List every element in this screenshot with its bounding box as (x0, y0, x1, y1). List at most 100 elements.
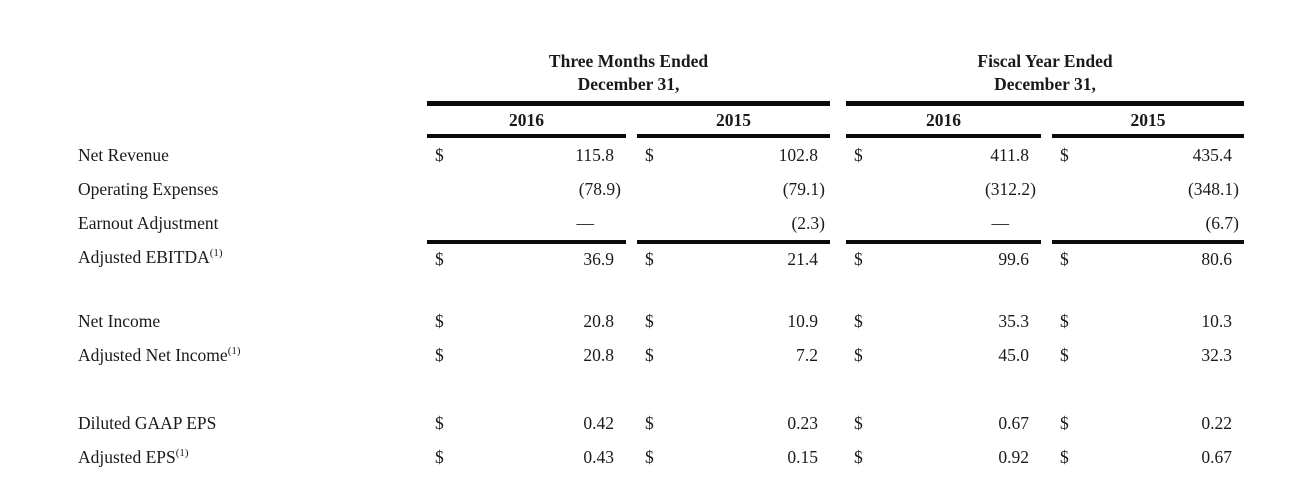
year-header-2016: 2016 (427, 106, 626, 138)
row-label: Adjusted Net Income(1) (78, 345, 427, 366)
footnote-marker: (1) (209, 246, 223, 259)
currency-symbol: $ (435, 412, 444, 433)
cell-value: 115.8 (575, 144, 614, 165)
cell-value: 0.42 (583, 412, 614, 433)
cell-value: 21.4 (787, 248, 818, 269)
value-cell: $435.4 (1052, 138, 1244, 172)
section-gap (78, 372, 1244, 406)
cell-value: 435.4 (1192, 144, 1232, 165)
value-cell: $36.9 (427, 240, 626, 274)
value-cell: $0.67 (1052, 440, 1244, 474)
currency-symbol: $ (435, 144, 444, 165)
currency-symbol: $ (645, 144, 654, 165)
cell-value: 0.67 (1201, 446, 1232, 467)
row-label-text: Operating Expenses (78, 178, 219, 199)
group-header-rule (427, 101, 830, 106)
footnote-marker: (1) (175, 446, 189, 459)
cell-value: 36.9 (583, 248, 614, 269)
cell-value: 7.2 (796, 344, 818, 365)
currency-symbol: $ (435, 248, 444, 269)
value-cell: (312.2) (846, 172, 1041, 206)
value-cell: $45.0 (846, 338, 1041, 372)
currency-symbol: $ (645, 310, 654, 331)
cell-value: 0.67 (998, 412, 1029, 433)
row-label-text: Adjusted EBITDA (78, 246, 210, 267)
cell-value: 0.15 (787, 446, 818, 467)
currency-symbol: $ (1060, 248, 1069, 269)
footnote-marker: (1) (227, 344, 241, 357)
currency-symbol: $ (854, 344, 863, 365)
value-cell: — (846, 206, 1041, 240)
column-group-three-months: Three Months Ended December 31, 2016 201… (427, 50, 830, 138)
cell-value: 20.8 (583, 310, 614, 331)
value-cell: — (427, 206, 626, 240)
row-label-text: Adjusted Net Income (78, 344, 228, 365)
currency-symbol: $ (435, 344, 444, 365)
cell-value: (312.2) (984, 178, 1036, 199)
cell-value: 0.43 (583, 446, 614, 467)
currency-symbol: $ (435, 310, 444, 331)
value-cell: $80.6 (1052, 240, 1244, 274)
value-cell: $7.2 (637, 338, 830, 372)
row-label: Earnout Adjustment (78, 213, 427, 234)
row-label: Net Income (78, 311, 427, 332)
value-cell: $35.3 (846, 304, 1041, 338)
currency-symbol: $ (645, 344, 654, 365)
currency-symbol: $ (1060, 344, 1069, 365)
currency-symbol: $ (854, 446, 863, 467)
currency-symbol: $ (854, 412, 863, 433)
value-cell: $32.3 (1052, 338, 1244, 372)
currency-symbol: $ (854, 310, 863, 331)
group-title-three-months: Three Months Ended December 31, (427, 50, 830, 96)
header-label-spacer (78, 50, 427, 138)
cell-value: 411.8 (990, 144, 1029, 165)
value-cell: $10.3 (1052, 304, 1244, 338)
row-label: Net Revenue (78, 145, 427, 166)
table-row-diluted-gaap-eps: Diluted GAAP EPS $0.42 $0.23 $0.67 $0.22 (78, 406, 1244, 440)
cell-value: 35.3 (998, 310, 1029, 331)
value-cell: $0.22 (1052, 406, 1244, 440)
table-row-operating-expenses: Operating Expenses (78.9) (79.1) (312.2)… (78, 172, 1244, 206)
cell-value: (6.7) (1205, 212, 1239, 233)
column-group-fiscal-year: Fiscal Year Ended December 31, 2016 2015 (846, 50, 1244, 138)
row-label-text: Earnout Adjustment (78, 212, 219, 233)
value-cell: $0.43 (427, 440, 626, 474)
currency-symbol: $ (645, 446, 654, 467)
cell-value: 32.3 (1201, 344, 1232, 365)
cell-value: (79.1) (782, 178, 825, 199)
group-title-line1: Three Months Ended (548, 51, 709, 71)
cell-value: 80.6 (1201, 248, 1232, 269)
value-cell: $10.9 (637, 304, 830, 338)
value-cell: $99.6 (846, 240, 1041, 274)
cell-value: 10.9 (787, 310, 818, 331)
cell-value: 0.22 (1201, 412, 1232, 433)
cell-value: 102.8 (778, 144, 818, 165)
group-title-line2: December 31, (577, 74, 680, 94)
row-label: Adjusted EPS(1) (78, 447, 427, 468)
value-cell: $0.92 (846, 440, 1041, 474)
cell-value: 45.0 (998, 344, 1029, 365)
row-label-text: Net Income (78, 310, 161, 331)
table-row-adjusted-eps: Adjusted EPS(1) $0.43 $0.15 $0.92 $0.67 (78, 440, 1244, 474)
group-title-fiscal-year: Fiscal Year Ended December 31, (846, 50, 1244, 96)
row-label-text: Net Revenue (78, 144, 169, 165)
table-row-net-revenue: Net Revenue $115.8 $102.8 $411.8 $435.4 (78, 138, 1244, 172)
cell-value: — (991, 212, 1010, 233)
value-cell: (348.1) (1052, 172, 1244, 206)
year-header-row: 2016 2015 (427, 106, 830, 138)
currency-symbol: $ (1060, 144, 1069, 165)
currency-symbol: $ (1060, 310, 1069, 331)
currency-symbol: $ (645, 248, 654, 269)
value-cell: $0.23 (637, 406, 830, 440)
value-cell: (78.9) (427, 172, 626, 206)
group-header-rule (846, 101, 1244, 106)
row-label: Diluted GAAP EPS (78, 413, 427, 434)
value-cell: (6.7) (1052, 206, 1244, 240)
value-cell: $0.42 (427, 406, 626, 440)
year-header-row: 2016 2015 (846, 106, 1244, 138)
table-row-adjusted-net-income: Adjusted Net Income(1) $20.8 $7.2 $45.0 … (78, 338, 1244, 372)
currency-symbol: $ (854, 144, 863, 165)
currency-symbol: $ (854, 248, 863, 269)
cell-value: (348.1) (1187, 178, 1239, 199)
financial-table: Three Months Ended December 31, 2016 201… (78, 50, 1244, 474)
